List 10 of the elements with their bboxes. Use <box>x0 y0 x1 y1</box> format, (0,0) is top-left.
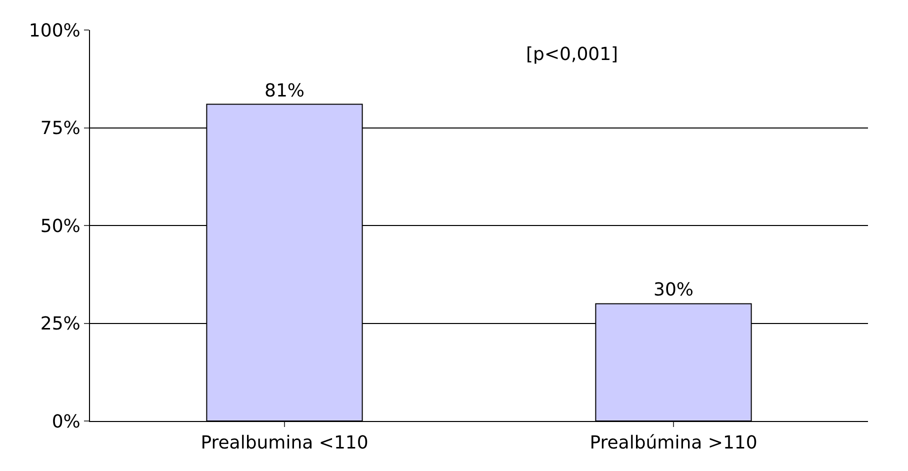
y-tick-label: 0% <box>52 411 80 432</box>
x-tick-label: Prealbumina <110 <box>200 432 368 454</box>
y-tick-label: 100% <box>28 20 80 42</box>
data-label: 30% <box>653 280 694 301</box>
annotation: [p<0,001] <box>526 44 618 65</box>
y-tick-label: 25% <box>40 314 80 335</box>
x-tick-label: Prealbúmina >110 <box>590 432 758 454</box>
y-tick-label: 75% <box>40 118 80 140</box>
data-label: 81% <box>264 80 305 102</box>
y-tick-label: 50% <box>40 216 80 237</box>
